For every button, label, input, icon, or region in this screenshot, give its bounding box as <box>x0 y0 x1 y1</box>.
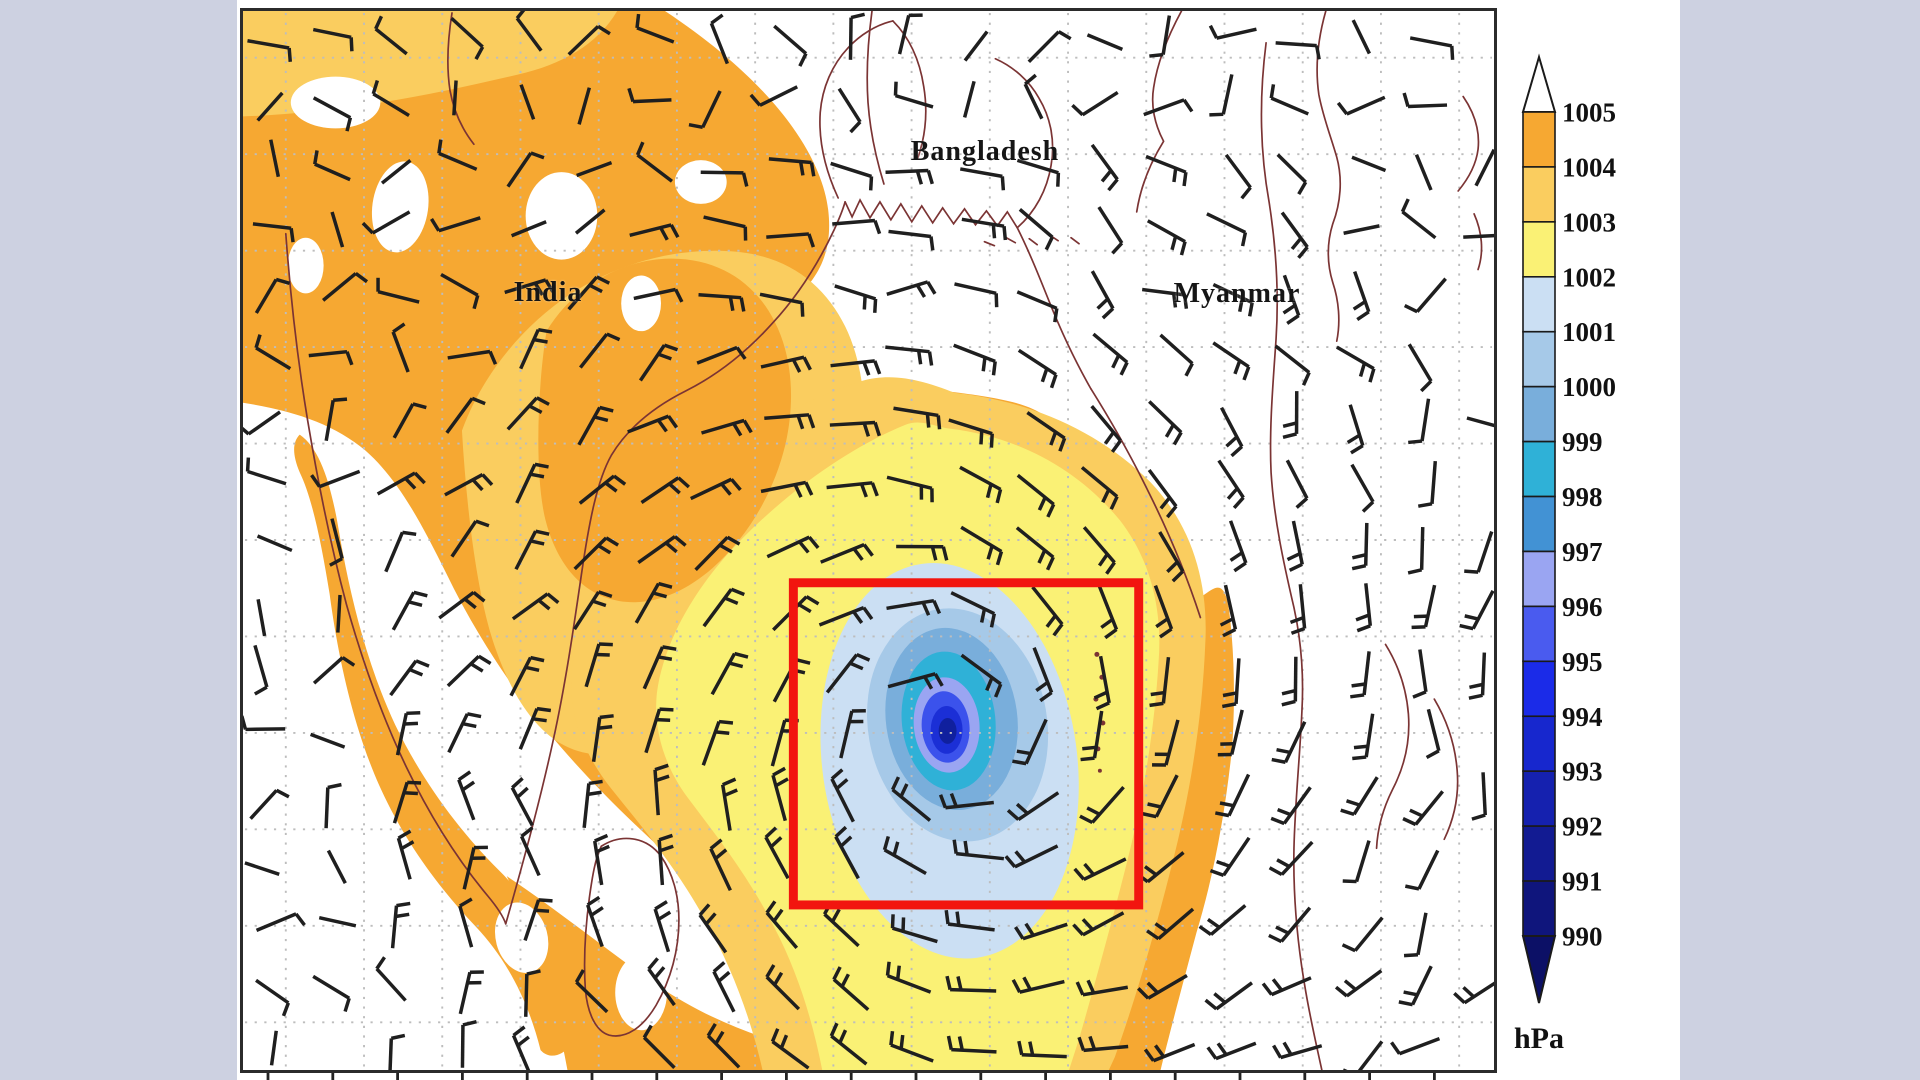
colorbar-tick-label: 994 <box>1562 702 1603 732</box>
colorbar-tick-label: 992 <box>1562 812 1603 842</box>
india-west-coast <box>284 232 507 925</box>
pressure-map <box>240 8 1497 1073</box>
rakhine-coast <box>1090 388 1202 619</box>
pressure-field-svg <box>243 11 1494 1070</box>
cyclone-pressure-minimum <box>938 717 957 744</box>
storm-highlight-box <box>788 578 1144 910</box>
colorbar-tick-label: 998 <box>1562 482 1603 512</box>
border-east-edge <box>1457 95 1483 271</box>
gulf-coast <box>1375 643 1459 850</box>
india-east-coast <box>504 201 846 925</box>
bangladesh-west-border <box>819 20 894 199</box>
colorbar-tick-label: 990 <box>1562 922 1603 952</box>
river-west <box>447 12 475 146</box>
colorbar-tick-label: 996 <box>1562 592 1603 622</box>
colorbar-tick-label: 1004 <box>1562 152 1616 182</box>
label-bangladesh: Bangladesh <box>910 136 1060 167</box>
bangladesh-delta-coast <box>844 198 1092 390</box>
colorbar-tick-label: 1000 <box>1562 372 1616 402</box>
wind-barbs <box>243 11 1494 1070</box>
colorbar-tick-label: 1005 <box>1562 98 1616 128</box>
colorbar-tick-label: 1001 <box>1562 317 1616 347</box>
colorbar-unit-label: hPa <box>1514 1022 1564 1055</box>
border-northeast-b <box>1316 11 1342 342</box>
sri-lanka-outline <box>583 837 680 1037</box>
delta-islands <box>983 233 1080 247</box>
bangladesh-east-border <box>994 57 1054 229</box>
colorbar-tick-label: 991 <box>1562 867 1603 897</box>
colorbar-tick-label: 999 <box>1562 427 1603 457</box>
colorbar-tick-label: 993 <box>1562 757 1603 787</box>
latlon-gridlines <box>244 12 1493 1069</box>
bottom-axis-ticks <box>266 1073 1436 1080</box>
colorbar-tick-label: 1003 <box>1562 207 1616 237</box>
bangladesh-inner-border <box>892 20 927 160</box>
colorbar-tick-label: 1002 <box>1562 262 1616 292</box>
colorbar-tick-label: 995 <box>1562 647 1603 677</box>
pressure-colorbar: 1005 1004 1003 1002 1001 1000 999 998 997 996 995 9… <box>1514 53 1616 1055</box>
colorbar-tick-label: 997 <box>1562 537 1603 567</box>
river-ganges <box>866 11 885 185</box>
label-india: India <box>513 277 583 308</box>
label-myanmar: Myanmar <box>1173 278 1301 309</box>
